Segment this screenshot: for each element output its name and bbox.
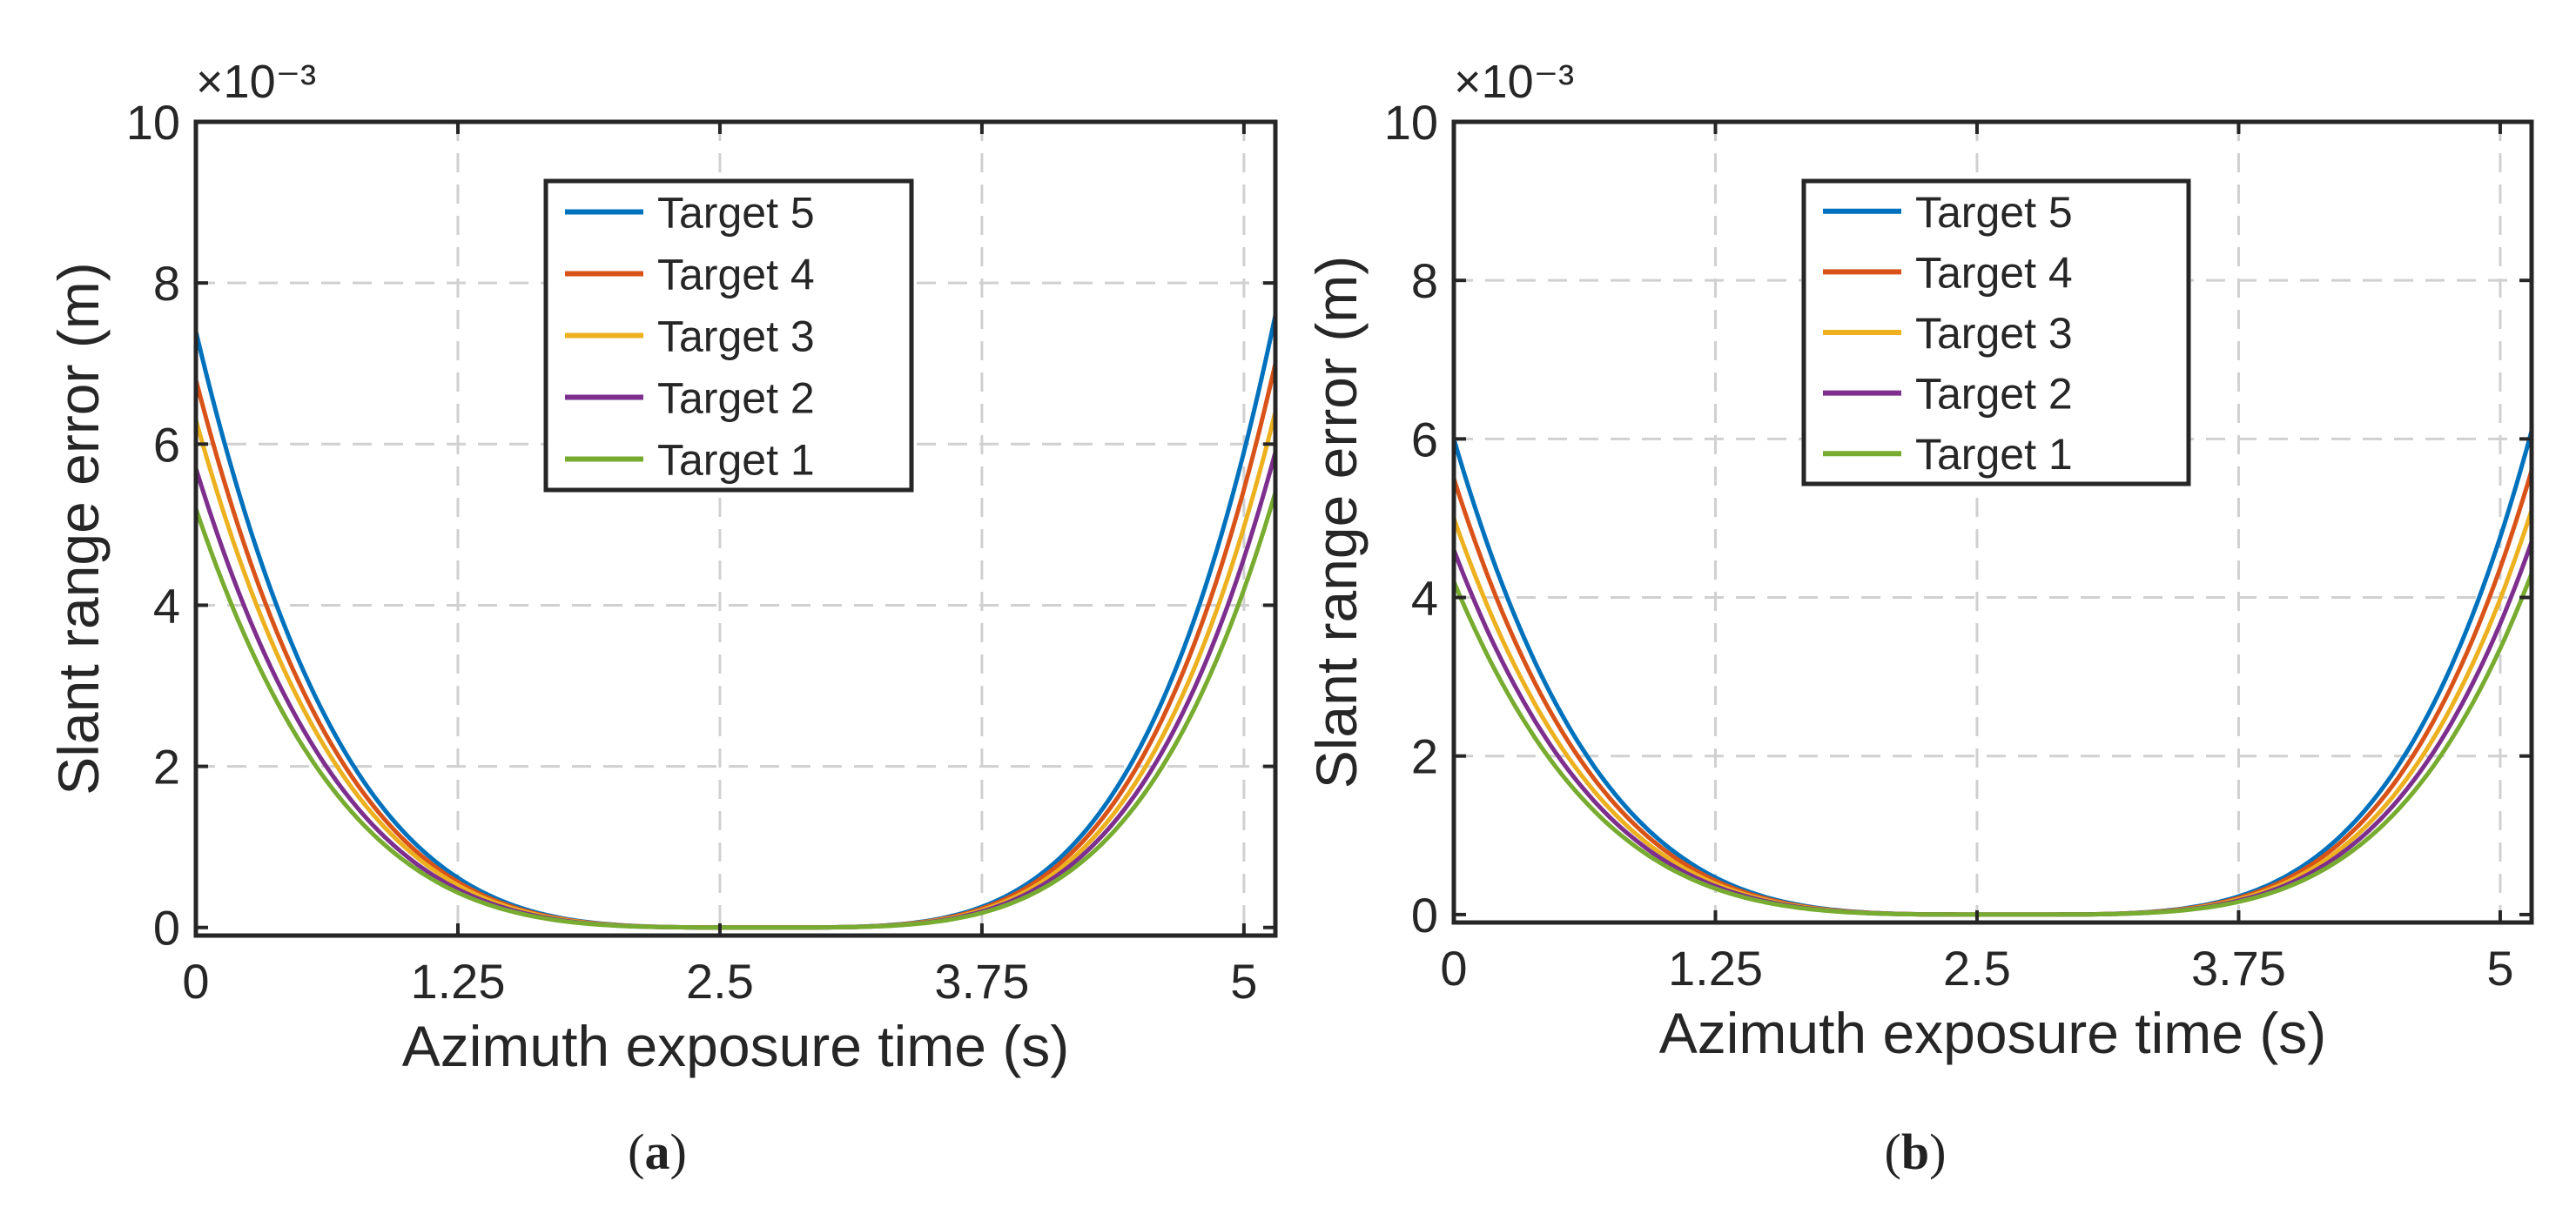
legend-label: Target 5 [1915, 188, 2073, 237]
chart-a: 0 1.25 2.5 3.75 5 0 2 4 6 8 10 ×10⁻³ Azimuth exposur… [46, 56, 1278, 1078]
y-tick-label: 2 [153, 740, 180, 795]
x-tick-label: 5 [1230, 954, 1257, 1009]
series-line-target-1 [1451, 573, 2534, 917]
legend-label: Target 4 [657, 251, 815, 299]
legend-label: Target 2 [657, 374, 815, 423]
legend: Target 5 Target 4 Target 3 Target 2 Target 1 [1801, 178, 2191, 486]
series-line-target-3 [1451, 509, 2534, 917]
y-tick-label: 0 [153, 901, 180, 956]
legend-label: Target 1 [657, 436, 815, 485]
series-line-target-4 [1451, 470, 2534, 917]
y-tick-label: 8 [153, 256, 180, 311]
x-tick-label: 0 [182, 954, 209, 1009]
y-tick-label: 8 [1411, 253, 1438, 308]
y-axis-label: Slant range error (m) [1304, 256, 1369, 789]
legend-label: Target 4 [1915, 248, 2073, 297]
y-axis-label: Slant range error (m) [46, 262, 111, 795]
x-tick-label: 1.25 [1668, 941, 1763, 996]
x-tick-label: 2.5 [1943, 941, 2011, 996]
y-exponent-label: ×10⁻³ [1454, 56, 1574, 108]
y-tick-label: 4 [1411, 571, 1438, 626]
series-line-target-1 [193, 492, 1278, 930]
y-exponent-label: ×10⁻³ [196, 56, 316, 108]
axes-frame [193, 119, 1278, 938]
y-tick-label: 6 [153, 417, 180, 472]
legend: Target 5 Target 4 Target 3 Target 2 Target 1 [543, 178, 914, 493]
y-tick-label: 0 [1411, 888, 1438, 943]
series-line-target-2 [193, 451, 1278, 930]
x-tick-label: 0 [1440, 941, 1467, 996]
y-tick-label: 10 [1384, 95, 1438, 150]
x-axis-label: Azimuth exposure time (s) [1659, 1001, 2327, 1065]
x-tick-label: 5 [2486, 941, 2513, 996]
caption-a-letter: a [644, 1124, 670, 1180]
caption-a: (a) [628, 1124, 687, 1180]
chart-b: 0 1.25 2.5 3.75 5 0 2 4 6 8 10 ×10⁻³ Azimuth exposur… [1304, 56, 2534, 1065]
x-tick-label: 2.5 [686, 954, 754, 1009]
legend-label: Target 3 [1915, 309, 2073, 358]
legend-label: Target 5 [657, 189, 815, 238]
legend-label: Target 3 [657, 312, 815, 361]
y-tick-label: 6 [1411, 412, 1438, 466]
y-tick-label: 10 [126, 95, 180, 150]
caption-b: (b) [1884, 1124, 1947, 1180]
legend-label: Target 1 [1915, 430, 2073, 479]
x-tick-label: 1.25 [410, 954, 505, 1009]
y-tick-label: 4 [153, 578, 180, 633]
caption-b-letter: b [1900, 1124, 1930, 1180]
y-tick-label: 2 [1411, 729, 1438, 784]
legend-label: Target 2 [1915, 370, 2073, 419]
x-tick-label: 3.75 [2191, 941, 2286, 996]
x-tick-label: 3.75 [934, 954, 1029, 1009]
series-line-target-5 [1451, 430, 2534, 917]
axes-frame [1451, 119, 2534, 925]
x-axis-label: Azimuth exposure time (s) [402, 1014, 1070, 1078]
